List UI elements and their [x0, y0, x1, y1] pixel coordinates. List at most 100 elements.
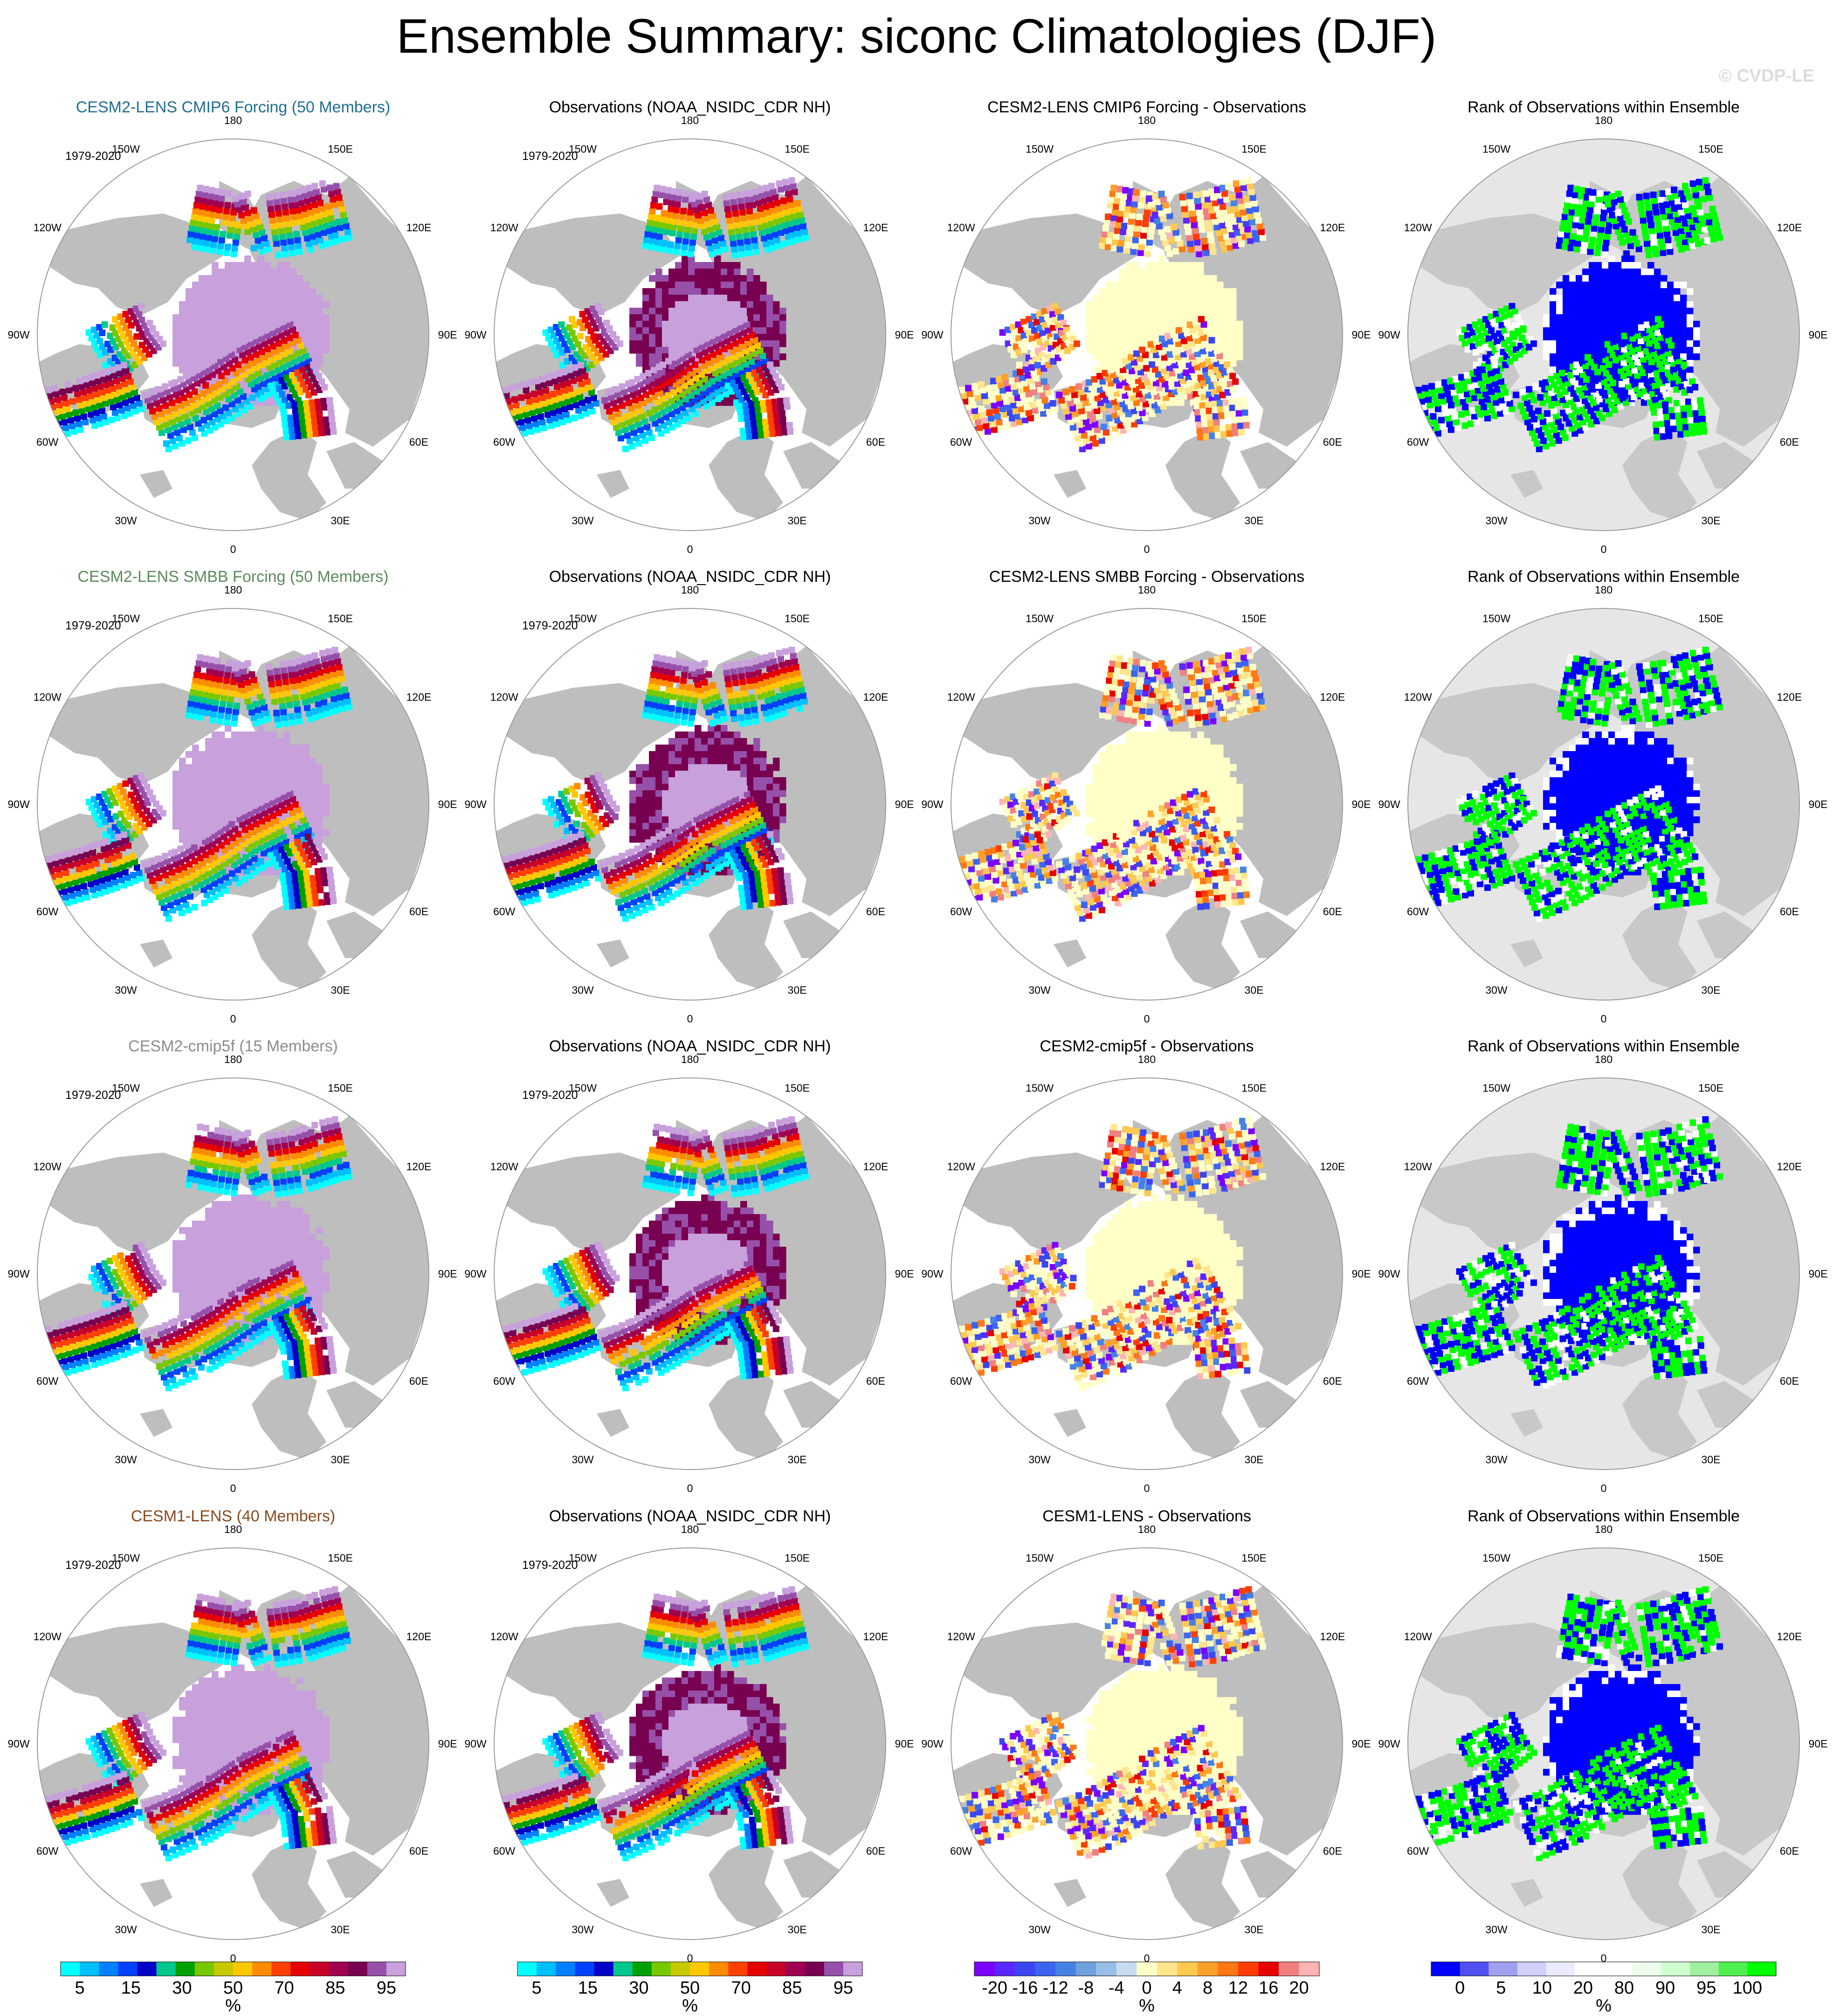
- longitude-label: 60E: [1323, 436, 1342, 448]
- longitude-label: 180: [224, 584, 242, 596]
- longitude-label: 0: [1144, 1482, 1150, 1494]
- longitude-label: 60W: [493, 1375, 516, 1387]
- land-mass: [597, 470, 629, 498]
- colorbar-tick-label: -12: [1043, 1978, 1068, 1998]
- colorbar-swatch: [824, 1962, 844, 1976]
- colorbar-tick-label: -4: [1109, 1978, 1124, 1998]
- longitude-label: 180: [1138, 1053, 1156, 1065]
- polar-map-obs: 180 150E 120E 90E 60E 30E 0 30W 60W 90W 120W 150W19…: [464, 114, 914, 555]
- longitude-label: 90E: [895, 1738, 914, 1750]
- longitude-label: 60W: [950, 436, 972, 448]
- longitude-label: 30E: [331, 1923, 350, 1935]
- colorbar-swatch: [61, 1962, 80, 1976]
- land-mass: [1165, 1837, 1240, 1930]
- longitude-label: 30W: [1485, 984, 1508, 996]
- colorbar-tick-label: 50: [223, 1978, 243, 1998]
- longitude-label: 60W: [493, 436, 516, 448]
- longitude-label: 150E: [1698, 1082, 1723, 1094]
- longitude-label: 90W: [921, 329, 944, 341]
- longitude-label: 90W: [464, 1268, 487, 1280]
- longitude-label: 120W: [947, 1160, 975, 1173]
- longitude-label: 60W: [36, 905, 59, 918]
- colorbar-unit-label: %: [225, 1996, 241, 2016]
- period-label: 1979-2020: [522, 1089, 578, 1102]
- colorbar-swatch: [709, 1962, 729, 1976]
- land-mass: [1054, 1879, 1086, 1907]
- longitude-label: 150E: [1241, 613, 1267, 625]
- colorbar-swatch: [1116, 1962, 1137, 1976]
- longitude-label: 120W: [34, 221, 62, 234]
- colorbar-tick-label: 15: [121, 1978, 141, 1998]
- longitude-label: 120E: [407, 1160, 432, 1173]
- longitude-label: 0: [230, 1482, 236, 1494]
- colorbar-obs: 5 15 30 50 70 85 95%: [517, 1961, 863, 2016]
- colorbar-swatch: [690, 1962, 710, 1976]
- land-mass: [597, 939, 629, 967]
- land-mass: [1510, 1879, 1543, 1907]
- colorbar-tick-label: -8: [1078, 1978, 1094, 1998]
- polar-map-obs: 180 150E 120E 90E 60E 30E 0 30W 60W 90W 120W 150W19…: [464, 1053, 914, 1494]
- land-mass: [960, 214, 1137, 316]
- credit-text: © CVDP-LE: [1719, 66, 1814, 86]
- colorbar-swatch: [1137, 1962, 1158, 1976]
- colorbar-swatch: [1632, 1962, 1661, 1976]
- longitude-label: 120W: [34, 1160, 62, 1173]
- longitude-label: 90E: [895, 329, 914, 341]
- longitude-label: 90W: [921, 1268, 944, 1280]
- colorbar-swatch: [1661, 1962, 1690, 1976]
- longitude-label: 60E: [1323, 1845, 1342, 1857]
- longitude-label: 150W: [1026, 1552, 1054, 1564]
- longitude-label: 60E: [409, 436, 428, 448]
- longitude-label: 120W: [34, 1630, 62, 1643]
- longitude-label: 30W: [572, 514, 594, 526]
- land-mass: [503, 1622, 681, 1725]
- longitude-label: 120E: [863, 691, 889, 703]
- colorbar-tick-label: 20: [1573, 1978, 1593, 1998]
- longitude-label: 120E: [1320, 1160, 1345, 1173]
- colorbar-swatch: [290, 1962, 310, 1976]
- panel-title-ensemble: CESM2-LENS SMBB Forcing (50 Members): [9, 567, 457, 586]
- colorbar-swatch: [194, 1962, 214, 1976]
- land-mass: [960, 683, 1137, 786]
- longitude-label: 120E: [863, 1630, 889, 1643]
- longitude-label: 0: [1144, 543, 1150, 555]
- longitude-label: 90W: [7, 798, 30, 810]
- longitude-label: 180: [1138, 114, 1156, 126]
- longitude-label: 150E: [785, 613, 810, 625]
- land-mass: [47, 1153, 224, 1255]
- longitude-label: 120E: [407, 691, 432, 703]
- longitude-label: 0: [1601, 543, 1607, 555]
- longitude-label: 150E: [1241, 1082, 1267, 1094]
- polar-map-ens: 180 150E 120E 90E 60E 30E 0 30W 60W 90W 120W 150W19…: [7, 1523, 457, 1964]
- colorbar-swatch: [329, 1962, 349, 1976]
- longitude-label: 60W: [950, 1845, 972, 1857]
- longitude-label: 60E: [1780, 1375, 1799, 1387]
- panel-title-observations: Observations (NOAA_NSIDC_CDR NH): [466, 567, 914, 586]
- longitude-label: 90E: [438, 1738, 457, 1750]
- panel-title-observations: Observations (NOAA_NSIDC_CDR NH): [466, 1507, 914, 1526]
- colorbar-swatch: [1517, 1962, 1547, 1976]
- longitude-label: 120W: [1404, 1630, 1432, 1643]
- land-mass: [709, 1367, 783, 1460]
- longitude-label: 120E: [1777, 1630, 1802, 1643]
- longitude-label: 150E: [785, 1082, 810, 1094]
- colorbar-swatch: [1075, 1962, 1096, 1976]
- polar-map-obs: 180 150E 120E 90E 60E 30E 0 30W 60W 90W 120W 150W19…: [464, 584, 914, 1025]
- colorbar-swatch: [843, 1962, 863, 1976]
- longitude-label: 60E: [409, 1375, 428, 1387]
- land-mass: [1510, 939, 1543, 967]
- longitude-label: 30E: [331, 514, 350, 526]
- longitude-label: 150E: [785, 143, 810, 155]
- longitude-label: 60E: [866, 436, 885, 448]
- colorbar-swatch: [252, 1962, 272, 1976]
- longitude-label: 30E: [788, 1923, 807, 1935]
- longitude-label: 150W: [1026, 1082, 1054, 1094]
- colorbar-swatch: [99, 1962, 118, 1976]
- longitude-label: 90W: [7, 329, 30, 341]
- colorbar-unit-label: %: [1139, 1996, 1155, 2016]
- land-mass: [597, 1409, 629, 1437]
- colorbar-swatch: [1488, 1962, 1518, 1976]
- land-mass: [47, 1622, 224, 1725]
- longitude-label: 30E: [788, 514, 807, 526]
- longitude-label: 120W: [1404, 221, 1432, 234]
